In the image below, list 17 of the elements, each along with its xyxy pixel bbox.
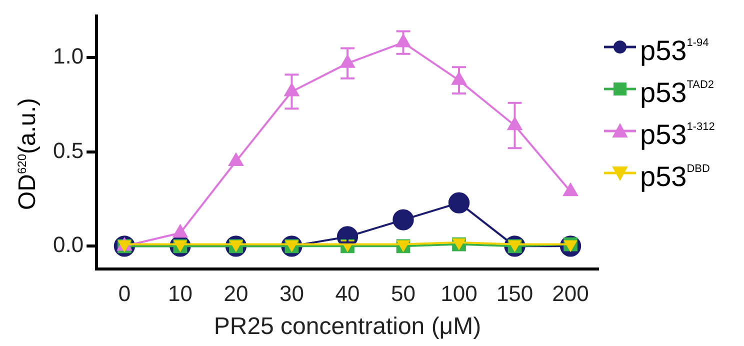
- x-tick-label: 100: [440, 281, 478, 306]
- x-tick-label: 0: [118, 281, 131, 306]
- legend-label: p53$^{1-312}$: [640, 118, 715, 152]
- x-tick-label: 30: [279, 281, 304, 306]
- x-tick-label: 50: [391, 281, 416, 306]
- y-tick-label: 0.0: [52, 232, 84, 258]
- y-tick-label: 0.5: [52, 138, 84, 163]
- x-tick-label: 200: [552, 281, 589, 306]
- legend-label: p53$^{DBD}$: [640, 160, 710, 194]
- x-tick-label: 20: [224, 281, 248, 306]
- x-axis-title: PR25 concentration (μM): [214, 313, 482, 340]
- x-tick-label: 10: [168, 281, 192, 306]
- x-tick-label: 150: [496, 281, 534, 306]
- legend-label: p53$^{TAD2}$: [640, 76, 714, 110]
- legend-label: p53$^{1-94}$: [640, 34, 709, 68]
- y-tick-label: 1.0: [52, 44, 84, 69]
- x-tick-label: 40: [335, 281, 360, 306]
